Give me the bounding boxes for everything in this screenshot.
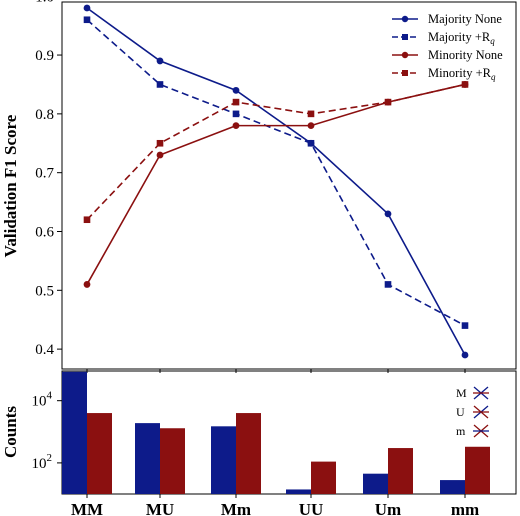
bar-majority — [286, 489, 311, 494]
line-point — [156, 139, 164, 147]
legend-label-text: Majority None — [428, 12, 502, 26]
line-point — [83, 216, 91, 224]
bar-y-tick-exponent: 4 — [47, 390, 53, 402]
legend-label: Majority None — [428, 12, 502, 26]
legend-label-text: Minority +R — [428, 66, 492, 80]
bar-majority — [363, 473, 388, 494]
bar-y-axis-label: Counts — [1, 406, 20, 458]
line-point — [156, 57, 164, 65]
line-series-3 — [86, 83, 466, 285]
legend-label: Majority +Rq — [428, 30, 495, 46]
line-point — [232, 98, 240, 106]
legend-marker — [402, 70, 408, 76]
line-y-tick-label: 0.8 — [35, 107, 54, 123]
bar-legend-label: M — [456, 386, 467, 400]
bar-plot-frame — [61, 370, 517, 495]
line-point — [83, 281, 91, 288]
line-point — [307, 110, 315, 118]
line-point — [461, 351, 469, 359]
line-point — [156, 81, 164, 88]
bar-minority — [87, 413, 112, 494]
bar-x-ticks: MM MU Mm UU Um mm — [71, 494, 479, 516]
legend-label: Minority +Rq — [428, 66, 496, 82]
line-point — [232, 86, 240, 94]
bar-minority — [311, 461, 336, 494]
bar-legend-label: U — [456, 405, 465, 419]
bar-y-tick-base: 10 — [32, 394, 47, 410]
legend-label-text: Minority None — [428, 48, 503, 62]
line-point — [83, 16, 91, 24]
bar-majority — [62, 371, 87, 494]
bar-y-tick-base: 10 — [32, 456, 47, 472]
bar-x-tick-label: Mm — [221, 500, 251, 516]
line-point — [232, 110, 240, 118]
line-series-2 — [86, 19, 466, 327]
bar-x-tick-label: Um — [375, 500, 401, 516]
line-y-axis-label: Validation F1 Score — [1, 114, 20, 257]
legend-label-subscript: q — [490, 36, 495, 46]
line-point — [307, 122, 315, 130]
legend-label-text: Majority +R — [428, 30, 491, 44]
line-point — [384, 98, 392, 106]
legend-label: Minority None — [428, 48, 503, 62]
line-point — [384, 210, 392, 218]
line-y-tick-label: 0.9 — [35, 48, 54, 64]
bar-minority — [465, 446, 490, 494]
bar-majority — [211, 426, 236, 494]
bar-x-tick-label: MM — [71, 500, 103, 516]
line-chart: Validation F1 Score 1.0 0.9 0.8 0.7 0.6 0.5 0.… — [1, 0, 517, 373]
bar-minority — [236, 413, 261, 494]
bar-x-tick-label: UU — [299, 500, 324, 516]
legend-label-subscript: q — [491, 72, 496, 82]
line-y-tick-label: 0.7 — [35, 166, 54, 182]
bar-y-tick-exponent: 2 — [47, 452, 53, 464]
line-point — [384, 281, 392, 288]
line-y-tick-label: 1.0 — [35, 0, 54, 5]
bar-minority — [388, 448, 413, 494]
line-point — [232, 122, 240, 130]
bar-y-tick-label: 104 — [32, 390, 53, 410]
line-point — [156, 151, 164, 159]
bar-x-tick-label: MU — [146, 500, 174, 516]
line-y-ticks: 1.0 0.9 0.8 0.7 0.6 0.5 0.4 — [35, 0, 466, 373]
bar-legend: MUm — [456, 386, 489, 438]
legend-marker — [401, 15, 409, 23]
legend-marker — [402, 34, 408, 40]
line-y-tick-label: 0.5 — [35, 283, 54, 299]
line-plot-frame — [61, 1, 517, 370]
line-point — [461, 81, 469, 88]
line-y-tick-label: 0.6 — [35, 224, 54, 240]
line-point — [307, 139, 315, 147]
line-series-4 — [86, 83, 466, 221]
bar-group — [62, 371, 490, 494]
bar-majority — [440, 480, 465, 494]
bar-minority — [160, 428, 185, 494]
bar-y-tick-label: 102 — [32, 452, 53, 472]
legend-marker — [401, 51, 409, 59]
bar-legend-label: m — [456, 424, 466, 438]
line-y-tick-label: 0.4 — [35, 342, 54, 358]
line-series-1 — [86, 7, 466, 356]
bar-majority — [135, 423, 160, 494]
line-point — [83, 4, 91, 12]
bar-x-tick-label: mm — [451, 500, 479, 516]
line-point — [461, 322, 469, 329]
line-series-group — [83, 4, 469, 359]
